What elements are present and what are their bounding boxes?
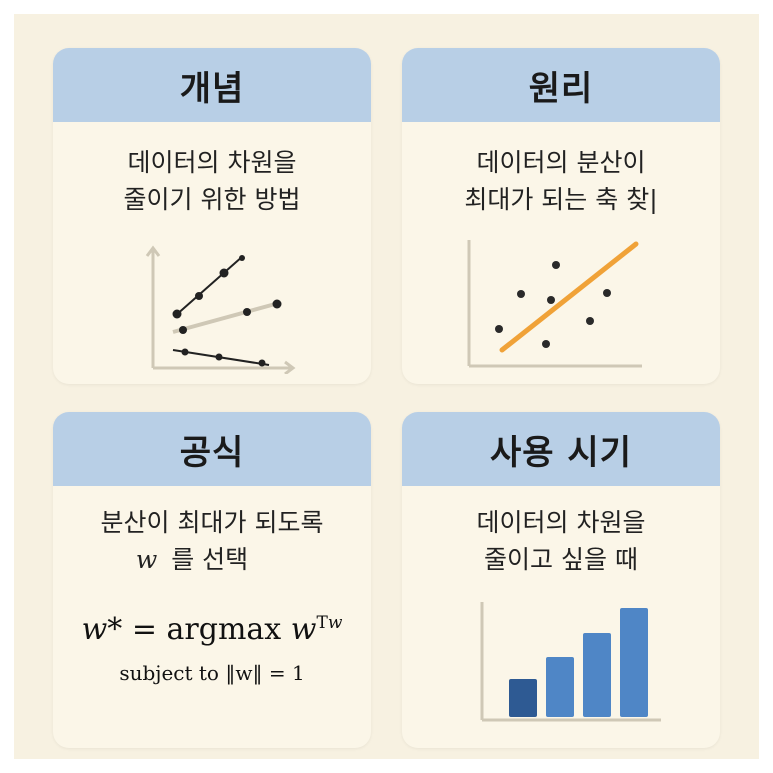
multi-line-scatter-chart-icon: [145, 245, 296, 374]
point: [586, 317, 594, 325]
formula-block: w* = argmax wTw subject to ‖w‖ = 1: [53, 612, 371, 685]
scatter-with-principal-axis-icon: [467, 240, 642, 368]
bar-3: [583, 633, 611, 717]
constraint-rhs: = 1: [268, 661, 305, 685]
card-concept-title: 개념: [53, 48, 371, 122]
card-principle-text: 데이터의 분산이 최대가 되는 축 찾|: [402, 144, 720, 218]
variable-w: w: [135, 545, 158, 574]
bar-2: [546, 657, 574, 717]
point: [195, 292, 203, 300]
card-principle: 원리 데이터의 분산이 최대가 되는 축 찾|: [402, 48, 720, 384]
formula-constraint: subject to ‖w‖ = 1: [53, 661, 371, 685]
card-principle-title: 원리: [402, 48, 720, 122]
point: [243, 308, 251, 316]
card-usage-text: 데이터의 차원을 줄이고 싶을 때: [402, 504, 720, 578]
card-usage: 사용 시기 데이터의 차원을 줄이고 싶을 때: [402, 412, 720, 748]
principal-axis-line: [499, 241, 639, 353]
series-line-2: [172, 301, 280, 334]
point: [547, 296, 555, 304]
formula-superscript: Tw: [316, 613, 343, 633]
point: [542, 340, 550, 348]
constraint-prefix: subject to: [119, 661, 219, 685]
card-principle-line-2: 최대가 되는 축 찾|: [464, 185, 658, 214]
point: [181, 348, 189, 356]
point: [603, 289, 611, 297]
card-principle-line-1: 데이터의 분산이: [476, 148, 646, 177]
bar-1: [509, 679, 537, 717]
point: [495, 325, 503, 333]
card-formula-line-2: w 를 선택: [53, 541, 371, 578]
card-concept-line-2: 줄이기 위한 방법: [123, 185, 301, 214]
point: [215, 353, 223, 361]
card-formula-text: 분산이 최대가 되도록 w 를 선택: [53, 504, 371, 578]
formula-lhs: w*: [81, 612, 123, 647]
formula-equals: =: [131, 612, 157, 647]
card-formula-line-1: 분산이 최대가 되도록: [100, 508, 324, 537]
point: [517, 290, 525, 298]
card-usage-title: 사용 시기: [402, 412, 720, 486]
card-usage-line-1: 데이터의 차원을: [476, 508, 646, 537]
y-axis-arrow: [145, 245, 161, 257]
card-concept-text: 데이터의 차원을 줄이기 위한 방법: [53, 144, 371, 218]
point: [219, 268, 229, 278]
infographic-frame: 개념 데이터의 차원을 줄이기 위한 방법 원리: [14, 14, 759, 759]
x-axis-arrow: [284, 360, 296, 374]
point: [552, 261, 560, 269]
formula-base: w: [290, 612, 317, 647]
series-line-1: [174, 255, 244, 317]
bar-chart-icon: [480, 602, 661, 722]
card-concept: 개념 데이터의 차원을 줄이기 위한 방법: [53, 48, 371, 384]
constraint-norm: ‖w‖: [225, 661, 263, 685]
point: [258, 359, 266, 367]
point: [172, 309, 182, 319]
card-usage-line-2: 줄이고 싶을 때: [484, 545, 638, 574]
card-formula-title: 공식: [53, 412, 371, 486]
point: [239, 255, 245, 261]
point: [179, 326, 187, 334]
formula-argmax: argmax: [166, 612, 282, 647]
formula-main: w* = argmax wTw: [53, 612, 371, 647]
card-formula-line-2-text: 를 선택: [171, 545, 249, 574]
card-concept-line-1: 데이터의 차원을: [127, 148, 297, 177]
point: [272, 299, 282, 309]
bar-4: [620, 608, 648, 717]
